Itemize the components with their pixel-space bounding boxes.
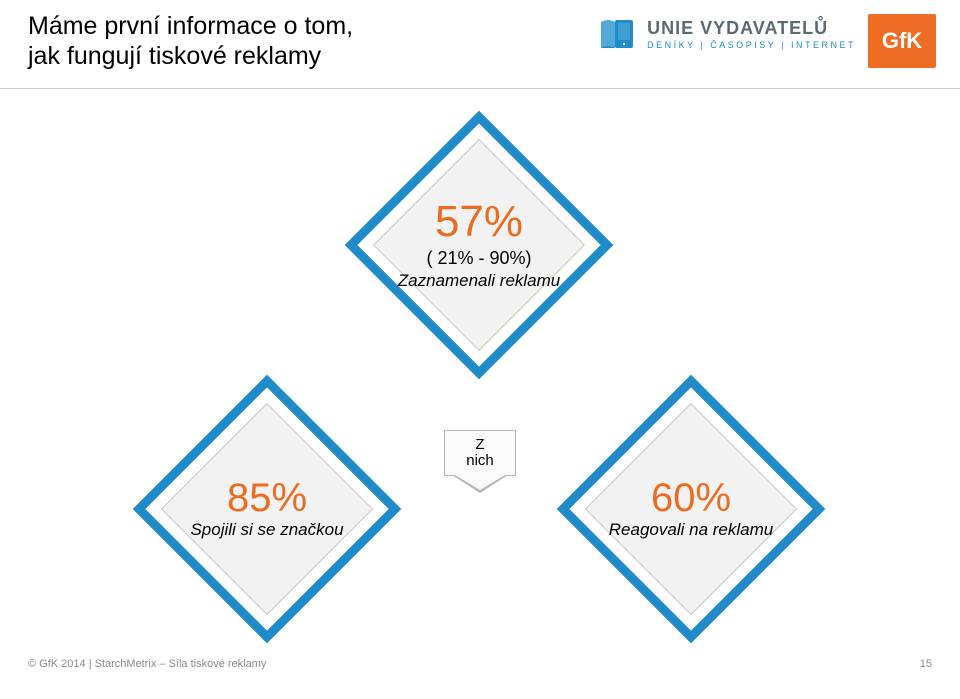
logo-gfk: GfK — [868, 14, 936, 68]
page-title: Máme první informace o tom, jak fungují … — [28, 12, 353, 71]
reacted-label: Reagovali na reklamu — [609, 520, 773, 540]
diamond-associated: 85% Spojili si se značkou — [133, 375, 402, 644]
associated-label: Spojili si se značkou — [190, 520, 343, 540]
diamond-noticed: 57% ( 21% - 90%) Zaznamenali reklamu — [345, 111, 614, 380]
noticed-range: ( 21% - 90%) — [426, 248, 531, 269]
reacted-percent: 60% — [651, 478, 731, 518]
arrow-text-1: Z — [475, 437, 484, 453]
unie-logo-subtext: DENÍKY | ČASOPISY | INTERNET — [647, 41, 856, 50]
unie-logo-text: UNIE VYDAVATELŮ — [647, 19, 856, 37]
book-tablet-icon — [597, 14, 637, 54]
title-line-1: Máme první informace o tom, — [28, 12, 353, 40]
noticed-label: Zaznamenali reklamu — [398, 271, 561, 291]
footer-copyright: © GfK 2014 | StarchMetrix – Síla tiskové… — [28, 658, 266, 670]
title-line-2: jak fungují tiskové reklamy — [28, 42, 321, 70]
associated-percent: 85% — [227, 478, 307, 518]
diamond-reacted: 60% Reagovali na reklamu — [557, 375, 826, 644]
arrow-text-2: nich — [466, 453, 494, 469]
page-number: 15 — [920, 658, 932, 670]
logo-unie-vydavatelu: UNIE VYDAVATELŮ DENÍKY | ČASOPISY | INTE… — [597, 14, 856, 54]
header-rule — [0, 88, 960, 89]
noticed-percent: 57% — [435, 200, 523, 244]
arrow-z-nich: Z nich — [444, 430, 516, 494]
gfk-logo-text: GfK — [882, 28, 922, 54]
